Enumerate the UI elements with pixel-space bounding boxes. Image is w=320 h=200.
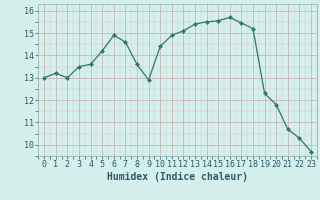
X-axis label: Humidex (Indice chaleur): Humidex (Indice chaleur)	[107, 172, 248, 182]
